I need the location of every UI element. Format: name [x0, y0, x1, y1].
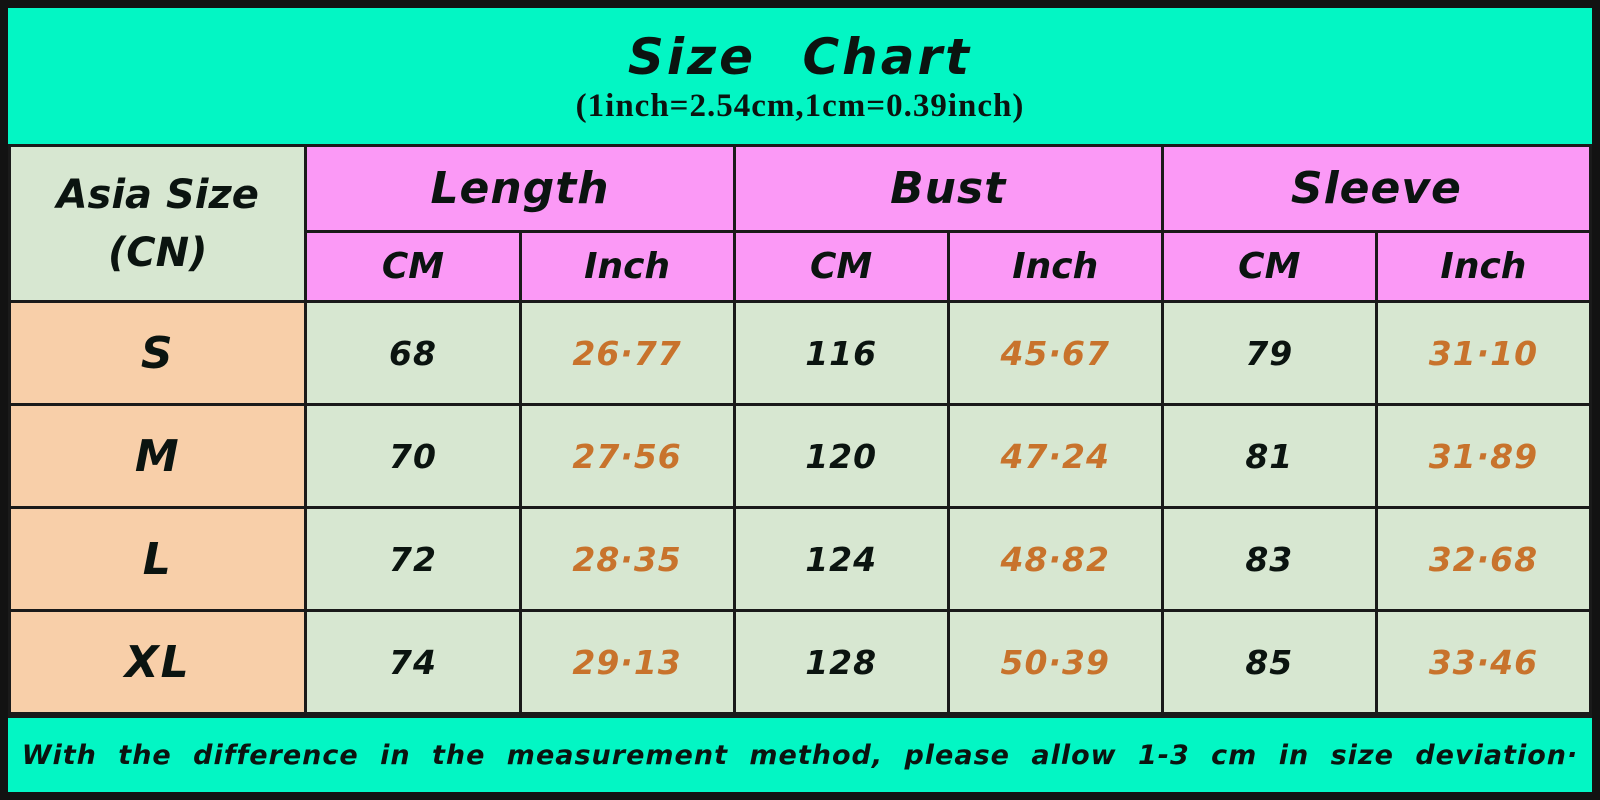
- size-label-cell: M: [7, 403, 308, 509]
- corner-header-asia-size: Asia Size (CN): [7, 144, 308, 303]
- unit-header-bust-cm: CM: [732, 230, 950, 303]
- value-cell-sleeve-inch: 31·89: [1374, 403, 1593, 509]
- corner-header-line1: Asia Size: [56, 171, 259, 218]
- value-cell-sleeve-inch: 32·68: [1374, 506, 1593, 612]
- column-group-bust: Bust: [732, 144, 1164, 233]
- unit-header-sleeve-inch: Inch: [1374, 230, 1593, 303]
- table-row-s: S 68 26·77 116 45·67 79 31·10: [7, 300, 1593, 406]
- value-cell-length-cm: 72: [304, 506, 522, 612]
- unit-header-sleeve-cm: CM: [1160, 230, 1378, 303]
- deviation-note: With the difference in the measurement m…: [21, 739, 1579, 771]
- column-group-length: Length: [304, 144, 736, 233]
- value-cell-sleeve-cm: 85: [1160, 609, 1378, 715]
- table-header-group-row: Asia Size (CN) Length Bust Sleeve: [7, 144, 1593, 303]
- value-cell-sleeve-cm: 83: [1160, 506, 1378, 612]
- corner-header-line2: (CN): [108, 229, 208, 276]
- value-cell-bust-inch: 47·24: [946, 403, 1164, 509]
- size-label-cell: XL: [7, 609, 308, 715]
- value-cell-length-inch: 29·13: [518, 609, 736, 715]
- value-cell-sleeve-inch: 33·46: [1374, 609, 1593, 715]
- value-cell-bust-inch: 50·39: [946, 609, 1164, 715]
- value-cell-sleeve-cm: 81: [1160, 403, 1378, 509]
- footer-band: With the difference in the measurement m…: [8, 715, 1592, 792]
- size-table: Asia Size (CN) Length Bust Sleeve CM Inc…: [7, 144, 1593, 715]
- value-cell-sleeve-inch: 31·10: [1374, 300, 1593, 406]
- value-cell-length-cm: 74: [304, 609, 522, 715]
- table-row-l: L 72 28·35 124 48·82 83 32·68: [7, 506, 1593, 612]
- value-cell-length-inch: 28·35: [518, 506, 736, 612]
- value-cell-length-cm: 70: [304, 403, 522, 509]
- conversion-subtitle: (1inch=2.54cm,1cm=0.39inch): [575, 87, 1025, 124]
- table-row-xl: XL 74 29·13 128 50·39 85 33·46: [7, 609, 1593, 715]
- value-cell-length-inch: 27·56: [518, 403, 736, 509]
- unit-header-length-cm: CM: [304, 230, 522, 303]
- title-band: Size Chart (1inch=2.54cm,1cm=0.39inch): [8, 8, 1592, 144]
- size-label-cell: S: [7, 300, 308, 406]
- table-row-m: M 70 27·56 120 47·24 81 31·89: [7, 403, 1593, 509]
- value-cell-length-cm: 68: [304, 300, 522, 406]
- size-label-cell: L: [7, 506, 308, 612]
- page-title: Size Chart: [627, 27, 973, 86]
- value-cell-bust-cm: 128: [732, 609, 950, 715]
- value-cell-bust-inch: 45·67: [946, 300, 1164, 406]
- table-header-unit-row: CM Inch CM Inch CM Inch: [10, 230, 1593, 303]
- column-group-sleeve: Sleeve: [1160, 144, 1593, 233]
- value-cell-sleeve-cm: 79: [1160, 300, 1378, 406]
- unit-header-length-inch: Inch: [518, 230, 736, 303]
- value-cell-bust-inch: 48·82: [946, 506, 1164, 612]
- value-cell-bust-cm: 116: [732, 300, 950, 406]
- value-cell-bust-cm: 120: [732, 403, 950, 509]
- unit-header-bust-inch: Inch: [946, 230, 1164, 303]
- value-cell-bust-cm: 124: [732, 506, 950, 612]
- value-cell-length-inch: 26·77: [518, 300, 736, 406]
